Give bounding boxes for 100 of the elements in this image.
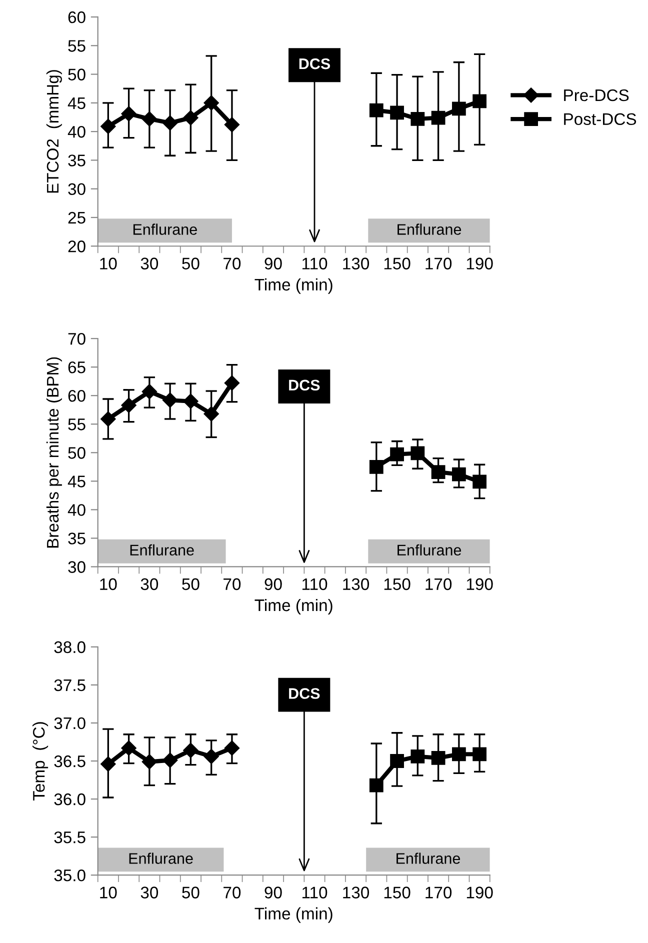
y-tick-label: 36.5: [54, 755, 86, 768]
legend-label: Post-DCS: [564, 113, 636, 126]
y-tick-label: 55: [68, 40, 86, 52]
point: [390, 447, 404, 462]
x-axis-title: Time (min): [254, 278, 332, 294]
point: [431, 110, 446, 125]
y-tick-label: 25: [68, 212, 86, 224]
point: [142, 754, 157, 770]
point: [369, 778, 384, 792]
x-tick-label: 30: [140, 578, 158, 590]
band-label: Enflurane: [396, 852, 460, 864]
x-tick-label: 150: [384, 886, 410, 898]
point: [204, 95, 219, 110]
point: [183, 394, 198, 409]
y-tick-label: 50: [68, 68, 86, 80]
y-tick-label: 70: [68, 332, 86, 345]
point: [431, 465, 446, 479]
x-axis-title: Time (min): [254, 907, 332, 923]
x-tick-label: 170: [426, 886, 452, 898]
point: [390, 754, 404, 768]
x-tick-label: 90: [264, 886, 282, 898]
x-tick-label: 30: [140, 258, 158, 270]
x-tick-label: 130: [343, 578, 370, 590]
y-axis-title: Breaths per minute (BPM): [46, 357, 62, 548]
y-tick-label: 36.0: [54, 793, 86, 806]
x-tick-label: 10: [100, 886, 117, 898]
point: [183, 742, 198, 758]
point: [369, 103, 384, 118]
ref-line-label: DCS: [289, 688, 320, 699]
x-tick-label: 50: [182, 578, 200, 590]
point: [410, 749, 425, 764]
x-tick-label: 150: [384, 258, 410, 270]
point: [431, 751, 446, 765]
y-tick-label: 60: [68, 390, 86, 402]
y-axis-title: ETCO2 (mmHg): [46, 70, 62, 193]
ref-line-label: DCS: [299, 58, 330, 70]
y-tick-label: 35.0: [54, 870, 86, 882]
x-axis-title: Time (min): [254, 598, 332, 614]
x-tick-label: 30: [140, 886, 158, 898]
x-tick-label: 10: [100, 578, 117, 590]
x-tick-label: 70: [224, 886, 241, 898]
point: [142, 111, 157, 127]
y-axis-title: Temp (°C): [32, 722, 48, 801]
y-tick-label: 35: [68, 532, 86, 544]
x-tick-label: 130: [343, 258, 370, 270]
x-tick-label: 130: [343, 886, 370, 898]
band-label: Enflurane: [133, 224, 197, 235]
x-tick-label: 170: [426, 258, 452, 270]
y-tick-label: 30: [68, 183, 86, 196]
point: [121, 740, 136, 756]
y-tick-label: 37.0: [54, 717, 86, 730]
point: [410, 112, 425, 126]
y-tick-label: 45: [68, 97, 86, 110]
x-tick-label: 190: [466, 886, 493, 898]
y-tick-label: 60: [68, 11, 86, 24]
point: [162, 392, 178, 408]
point: [472, 94, 487, 108]
point: [100, 411, 116, 427]
point: [472, 474, 487, 489]
x-tick-label: 110: [302, 578, 328, 590]
point: [390, 106, 404, 120]
band-label: Enflurane: [398, 224, 462, 235]
y-tick-label: 45: [68, 476, 86, 488]
point: [369, 460, 384, 474]
y-tick-label: 37.5: [54, 679, 86, 692]
y-tick-label: 50: [68, 447, 86, 459]
x-tick-label: 170: [426, 578, 452, 590]
band-label: Enflurane: [398, 544, 462, 556]
x-tick-label: 110: [302, 886, 328, 898]
x-tick-label: 50: [182, 886, 200, 898]
x-tick-label: 90: [264, 258, 282, 270]
point: [472, 747, 487, 762]
y-tick-label: 30: [68, 561, 86, 573]
x-tick-label: 150: [384, 578, 410, 590]
point: [204, 748, 219, 764]
x-tick-label: 70: [224, 258, 241, 270]
point: [224, 375, 240, 391]
point: [224, 740, 240, 756]
y-tick-label: 40: [68, 126, 86, 138]
x-tick-label: 110: [302, 258, 328, 270]
point: [452, 102, 466, 116]
point: [100, 118, 116, 134]
point: [100, 756, 116, 772]
point: [121, 398, 136, 413]
point: [410, 446, 425, 460]
point: [162, 115, 178, 131]
x-tick-label: 70: [224, 578, 241, 590]
y-tick-label: 38.0: [54, 641, 86, 654]
point: [183, 110, 198, 126]
y-tick-label: 35: [68, 154, 86, 166]
band-label: Enflurane: [129, 852, 193, 864]
point: [142, 384, 157, 400]
x-tick-label: 90: [264, 578, 282, 590]
legend-label: Pre-DCS: [564, 89, 629, 102]
y-tick-label: 55: [68, 418, 86, 430]
x-tick-label: 190: [466, 258, 493, 270]
point: [162, 752, 178, 768]
point: [224, 117, 240, 132]
point: [452, 747, 466, 762]
y-tick-label: 40: [68, 504, 86, 516]
